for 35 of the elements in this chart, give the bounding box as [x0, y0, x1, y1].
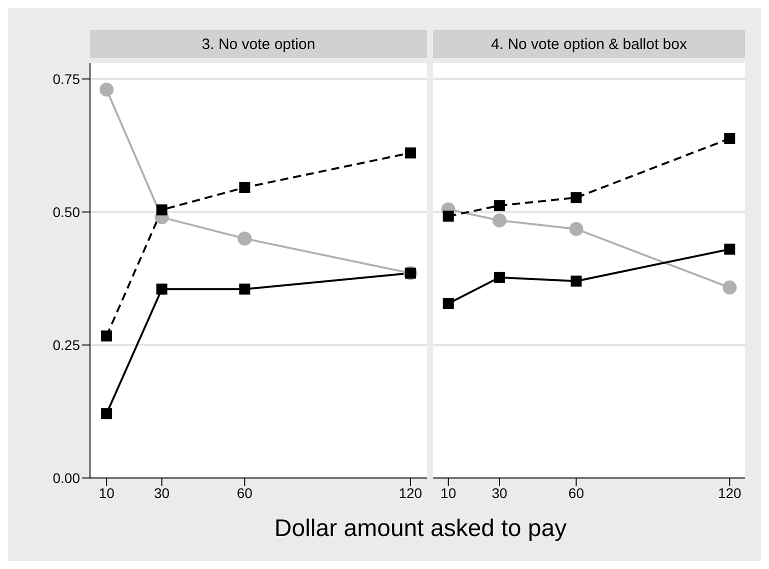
point [101, 330, 112, 342]
x-tick-label: 10 [440, 484, 456, 501]
chart-title: 4. No vote option & ballot box [433, 30, 745, 58]
point [494, 272, 505, 283]
point [156, 284, 168, 295]
x-tick-label: 30 [154, 484, 170, 501]
x-tick-label: 30 [492, 484, 508, 501]
x-tick-label: 120 [718, 484, 742, 501]
x-axis-title: Dollar amount asked to pay [273, 515, 568, 543]
point [724, 133, 736, 144]
point [239, 284, 250, 295]
chart-title: 3. No vote option [90, 30, 427, 58]
point [101, 408, 112, 420]
y-tick-label: 0.50 [52, 204, 80, 220]
y-tick-label: 0.00 [52, 470, 80, 486]
x-tick-label: 120 [398, 484, 422, 501]
point [569, 222, 584, 236]
point [722, 280, 737, 295]
point [492, 213, 506, 228]
x-tick-label: 60 [568, 484, 584, 501]
point [494, 200, 505, 212]
point [442, 210, 454, 222]
point [100, 82, 114, 97]
x-tick-label: 10 [98, 484, 115, 501]
point [570, 192, 582, 204]
point [442, 298, 454, 309]
point [724, 244, 736, 255]
y-tick-label: 0.25 [52, 336, 80, 353]
point [570, 276, 582, 287]
y-tick-label: 0.75 [52, 70, 80, 87]
point [156, 204, 168, 216]
point [404, 147, 416, 158]
point [238, 232, 252, 246]
point [239, 182, 250, 193]
x-tick-label: 60 [236, 484, 253, 501]
